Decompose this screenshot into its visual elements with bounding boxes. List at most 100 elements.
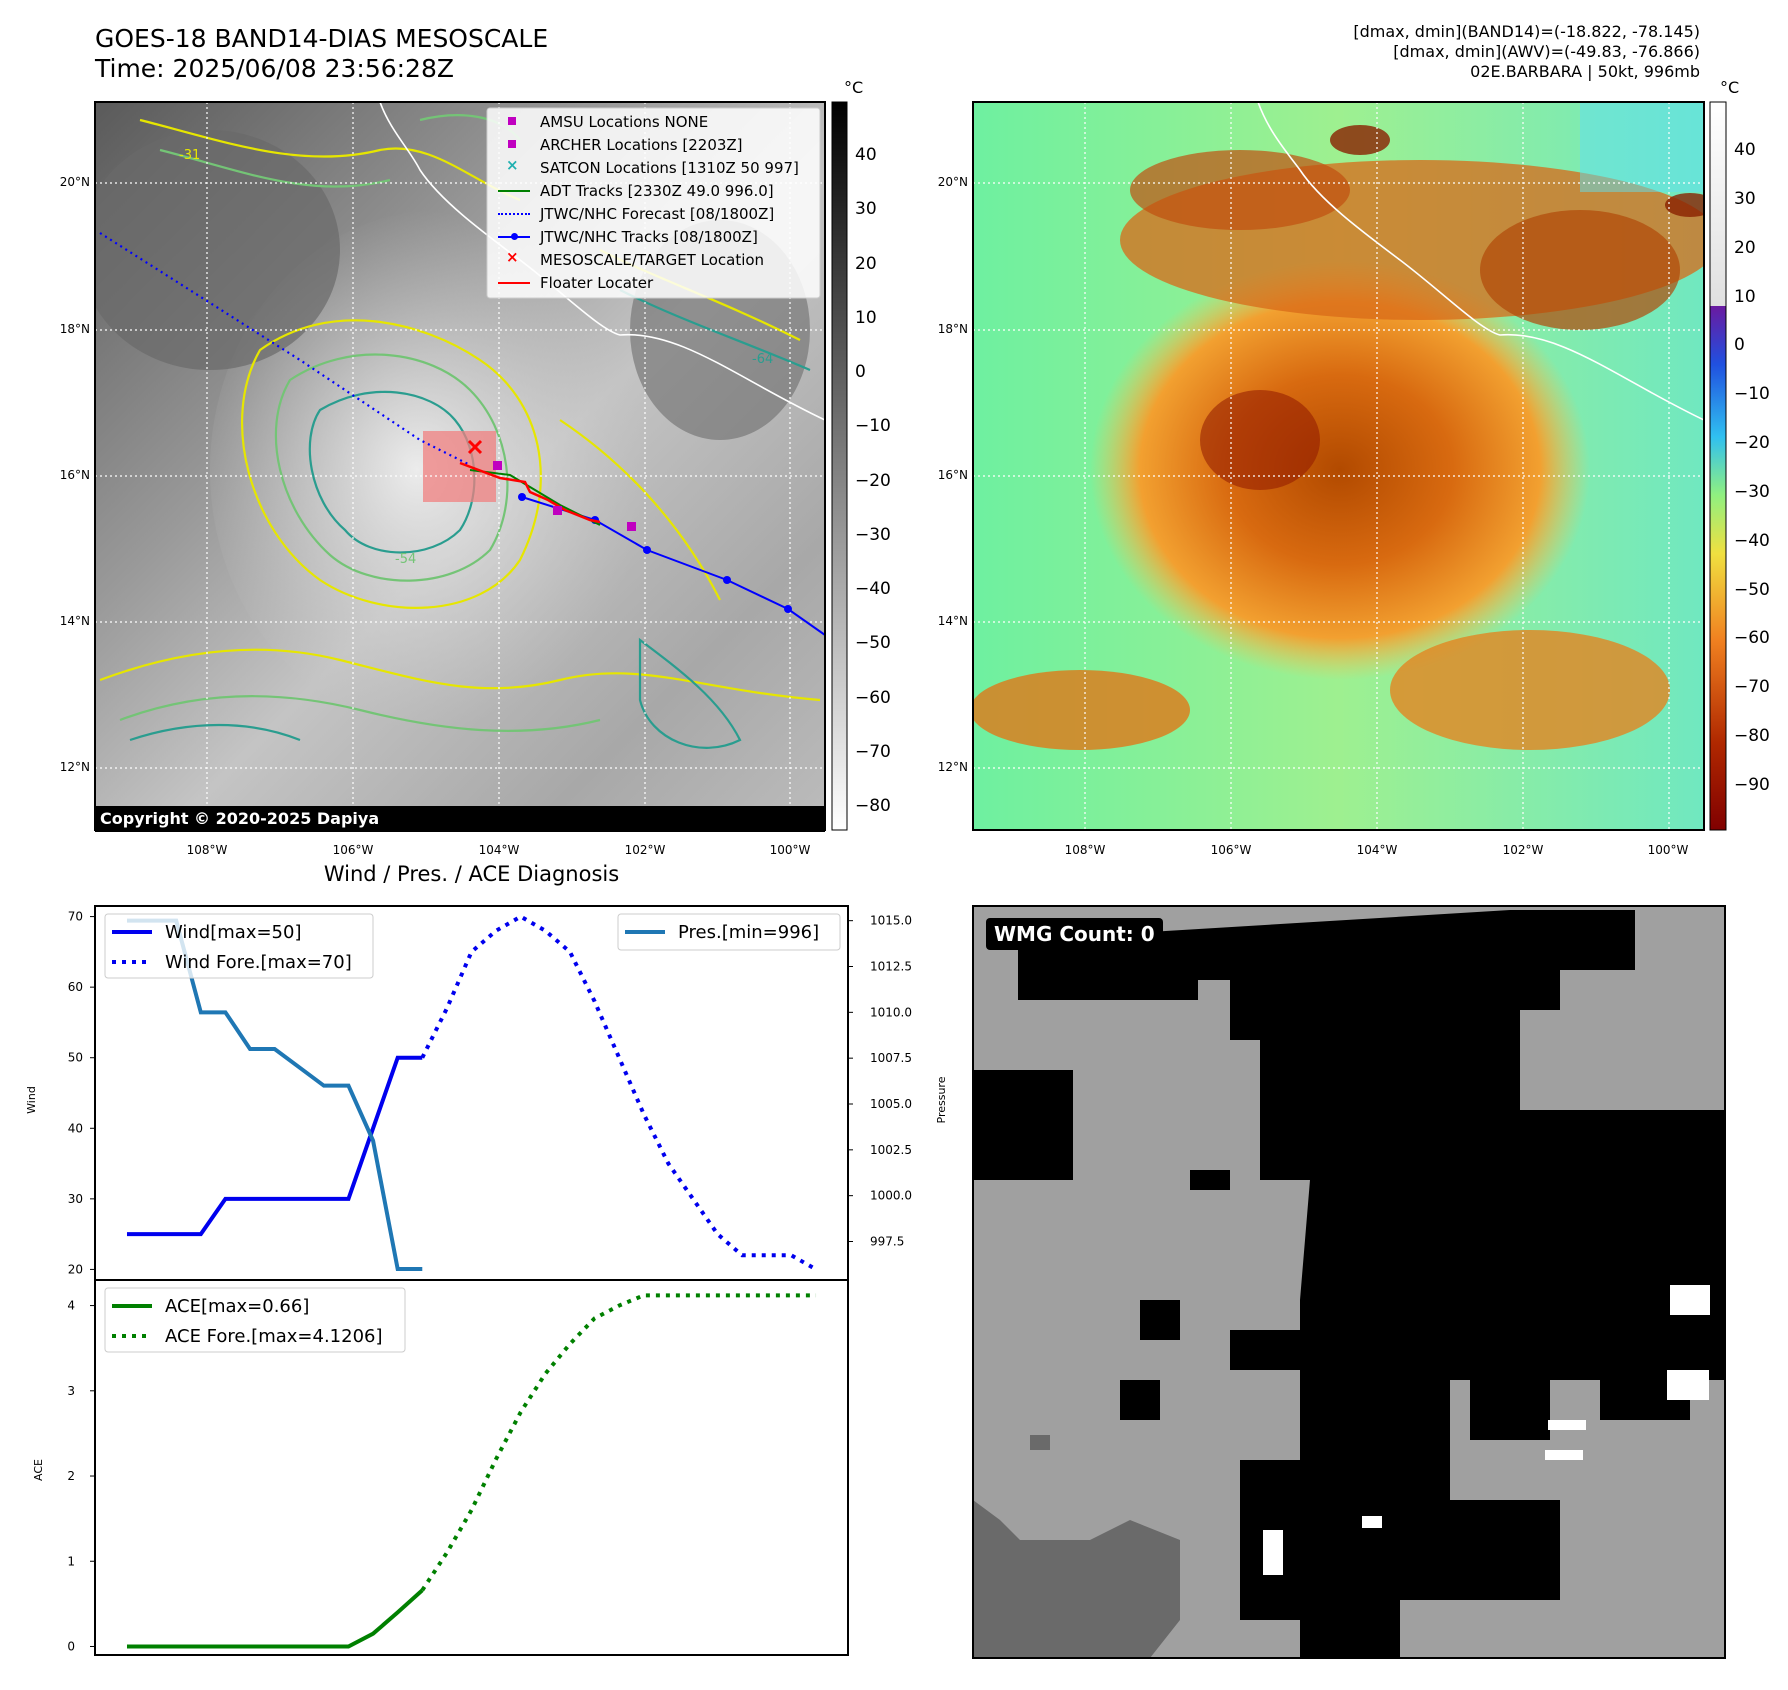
ir-legend: AMSU Locations NONE ARCHER Locations [22… (498, 111, 828, 295)
contour-label: -31 (179, 148, 201, 163)
ir-colorbar-tick: −30 (855, 524, 891, 545)
wind-tick-label: 40 (68, 1121, 83, 1135)
line-marker-icon (498, 190, 530, 192)
lat-tick-label: 20°N (59, 175, 90, 189)
lon-tick-label: 102°W (624, 843, 666, 857)
ir-colorbar-tick: 40 (855, 145, 877, 165)
legend-item-tracks: JTWC/NHC Tracks [08/1800Z] (498, 226, 828, 249)
info-awv-range: [dmax, dmin](AWV)=(-49.83, -76.866) (1393, 42, 1700, 61)
figure-title: GOES-18 BAND14-DIAS MESOSCALE (95, 24, 549, 53)
wv-colorbar-tick: −20 (1734, 433, 1770, 454)
pressure-axis-label: Pressure (935, 1076, 948, 1123)
ace-tick-label: 0 (67, 1639, 75, 1653)
wind-legend (104, 913, 374, 979)
lat-tick-label: 12°N (937, 760, 968, 774)
info-band14-range: [dmax, dmin](BAND14)=(-18.822, -78.145) (1353, 22, 1700, 41)
pressure-tick-label: 1012.5 (870, 960, 912, 974)
legend-item-forecast: JTWC/NHC Forecast [08/1800Z] (498, 203, 828, 226)
wv-colorbar-tick: 30 (1734, 188, 1756, 209)
lat-tick-label: 20°N (937, 175, 968, 189)
legend-label: Pres.[min=996] (678, 922, 819, 943)
lon-tick-label: 104°W (1356, 843, 1398, 857)
legend-label: ACE Fore.[max=4.1206] (165, 1326, 383, 1347)
lon-tick-label: 100°W (769, 843, 811, 857)
ir-colorbar-tick: 20 (855, 253, 877, 274)
ir-colorbar-tick: −10 (855, 416, 891, 437)
wv-colorbar-tick: −50 (1734, 579, 1770, 600)
pressure-tick-label: 1007.5 (870, 1051, 912, 1065)
legend-item-amsu: AMSU Locations NONE (498, 111, 828, 134)
series-line-ace-fore- (420, 1293, 817, 1592)
wmg-panel (972, 905, 1726, 1659)
legend-item-archer: ARCHER Locations [2203Z] (498, 134, 828, 157)
legend-item-satcon: × SATCON Locations [1310Z 50 997] (506, 156, 799, 177)
pressure-tick-label: 1000.0 (870, 1189, 912, 1203)
ace-axes (94, 1279, 849, 1656)
wmg-count-badge: WMG Count: 0 (986, 918, 1163, 950)
info-storm: 02E.BARBARA | 50kt, 996mb (1470, 62, 1700, 81)
ace-tick-label: 4 (67, 1299, 75, 1313)
contour-label: -54 (395, 552, 417, 567)
line-marker-icon (498, 282, 530, 284)
legend-label: Wind[max=50] (165, 922, 302, 943)
wv-colorbar-unit: °C (1720, 78, 1740, 97)
wind-axis-label: Wind (25, 1086, 38, 1114)
lat-tick-label: 18°N (937, 322, 968, 336)
diagnosis-chart: 203040506070997.51000.01002.51005.01007.… (25, 905, 948, 1656)
wv-colorbar-tick: 40 (1734, 140, 1756, 160)
ace-legend (104, 1287, 406, 1353)
wv-colorbar-tick: −60 (1734, 628, 1770, 649)
series-line-ace (126, 1588, 424, 1649)
ir-colorbar-tick: −80 (855, 796, 891, 816)
floater-track (459, 461, 601, 524)
lon-tick-label: 106°W (1210, 843, 1252, 857)
square-marker-icon (508, 117, 516, 125)
x-marker-icon: × (506, 156, 519, 174)
series-line-wind (126, 1055, 423, 1237)
wind-tick-label: 20 (68, 1262, 83, 1276)
ir-colorbar-tick: −40 (855, 579, 891, 599)
ir-colorbar-tick: −50 (855, 633, 891, 654)
wv-colorbar-tick: 20 (1734, 237, 1756, 258)
wind-tick-label: 60 (68, 980, 83, 994)
wind-tick-label: 70 (68, 910, 83, 924)
ir-colorbar-tick: −70 (855, 741, 891, 762)
forecast-track (99, 232, 471, 466)
lon-tick-label: 108°W (1064, 843, 1106, 857)
ace-tick-label: 3 (67, 1384, 75, 1398)
wv-colorbar-tick: 10 (1734, 286, 1756, 307)
wind-tick-label: 50 (68, 1051, 83, 1065)
pressure-tick-label: 997.5 (870, 1235, 904, 1249)
lat-tick-label: 14°N (59, 614, 90, 628)
legend-item-adt: ADT Tracks [2330Z 49.0 996.0] (498, 180, 828, 203)
lon-tick-label: 102°W (1502, 843, 1544, 857)
wv-colorbar-tick: −30 (1734, 481, 1770, 502)
wv-colorbar-tick: −70 (1734, 677, 1770, 698)
diagnosis-title: Wind / Pres. / ACE Diagnosis (323, 862, 620, 886)
square-marker-icon (508, 140, 516, 148)
pressure-tick-label: 1010.0 (870, 1005, 912, 1019)
legend-item-floater: Floater Locater (498, 272, 828, 295)
ir-colorbar-tick: 10 (855, 307, 877, 328)
wv-panel (972, 101, 1727, 831)
ir-panel (94, 101, 848, 831)
lat-tick-label: 14°N (937, 614, 968, 628)
lat-tick-label: 16°N (937, 468, 968, 482)
ir-colorbar-tick: −60 (855, 687, 891, 708)
legend-label: ACE[max=0.66] (165, 1296, 309, 1317)
legend-item-target: × MESOSCALE/TARGET Location (506, 248, 765, 269)
lon-tick-label: 104°W (478, 843, 520, 857)
ir-colorbar-unit: °C (844, 78, 864, 97)
dotted-line-icon (498, 213, 530, 215)
ace-tick-label: 2 (67, 1469, 75, 1483)
ir-colorbar-tick: 30 (855, 199, 877, 220)
wv-colorbar-tick: −40 (1734, 530, 1770, 551)
pressure-tick-label: 1002.5 (870, 1143, 912, 1157)
wv-colorbar-tick: −10 (1734, 384, 1770, 405)
lat-tick-label: 12°N (59, 760, 90, 774)
ir-colorbar-tick: −20 (855, 470, 891, 491)
pressure-legend (617, 913, 841, 951)
x-marker-icon: × (506, 248, 519, 266)
contour-label: -64 (752, 352, 774, 367)
ir-colorbar-tick: 0 (855, 362, 866, 382)
